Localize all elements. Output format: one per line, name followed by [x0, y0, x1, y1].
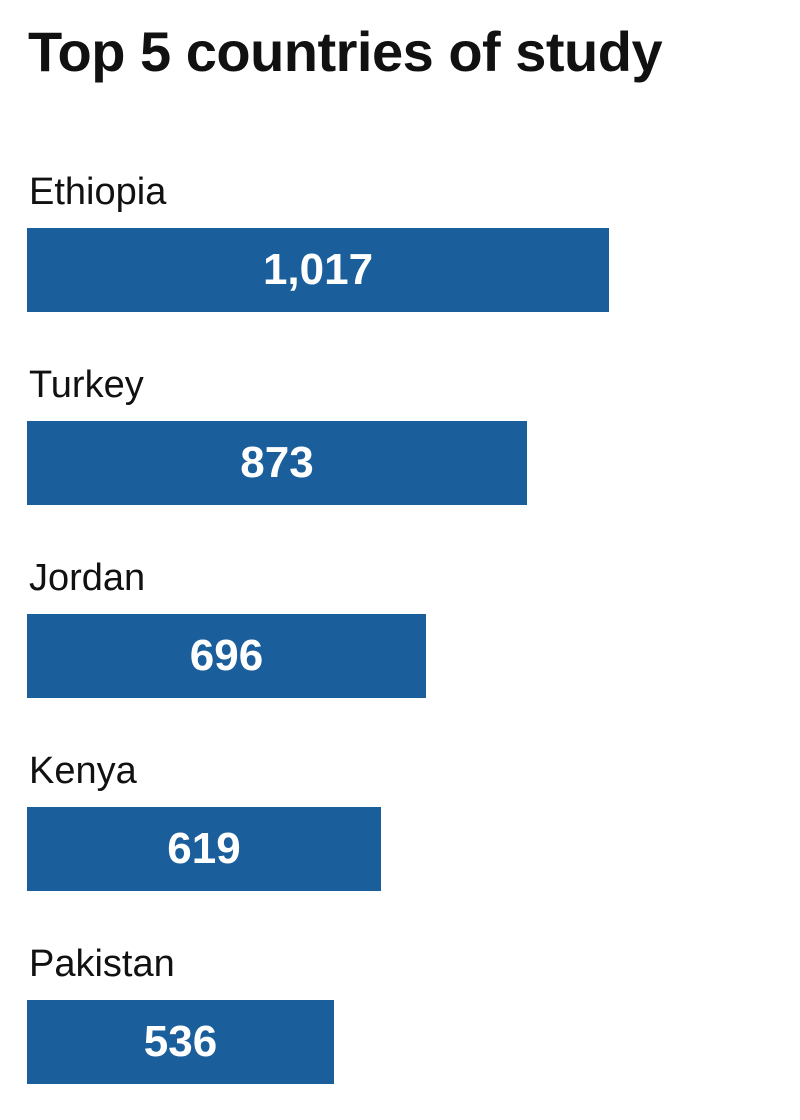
bar: 1,017	[27, 228, 609, 312]
chart-title: Top 5 countries of study	[28, 20, 663, 83]
bar: 536	[27, 1000, 334, 1084]
category-label: Pakistan	[29, 943, 175, 985]
bar-chart: Ethiopia 1,017 Turkey 873 Jordan 696 Kenya 619 P…	[27, 0, 800, 1120]
category-label: Turkey	[29, 364, 144, 406]
bar-value-label: 696	[189, 631, 264, 680]
bar: 873	[27, 421, 527, 505]
category-label: Jordan	[29, 557, 146, 599]
bar-value-label: 1,017	[262, 245, 374, 294]
category-label: Kenya	[29, 750, 137, 792]
bar: 696	[27, 614, 426, 698]
bar-value-label: 536	[143, 1017, 218, 1066]
bar-value-label: 873	[240, 438, 314, 487]
bar-value-label: 619	[167, 824, 241, 873]
bar: 619	[27, 807, 381, 891]
category-label: Ethiopia	[29, 171, 167, 213]
